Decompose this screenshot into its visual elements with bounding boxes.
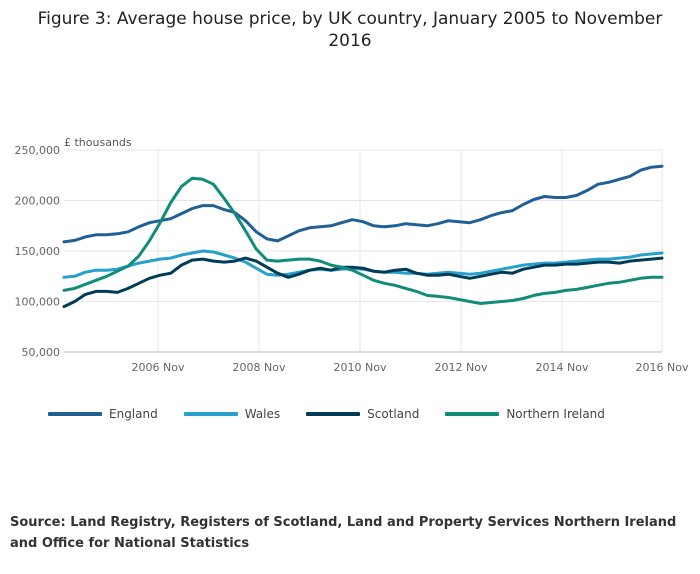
chart-legend: England Wales Scotland Northern Ireland (48, 407, 631, 421)
x-tick-label: 2016 Nov (636, 361, 689, 374)
x-tick-label: 2014 Nov (536, 361, 589, 374)
x-tick-label: 2008 Nov (233, 361, 286, 374)
legend-swatch (445, 412, 500, 416)
legend-label: Scotland (367, 407, 420, 421)
legend-swatch (48, 412, 102, 416)
series-line-scotland (62, 256, 664, 309)
y-tick-label: 100,000 (15, 296, 61, 309)
y-tick-label: 50,000 (22, 346, 61, 359)
series-line-england (62, 164, 664, 244)
legend-swatch (306, 412, 361, 416)
legend-label: Wales (244, 407, 281, 421)
x-tick-label: 2010 Nov (334, 361, 387, 374)
series-line-northern-ireland (62, 176, 664, 305)
y-axis-label: £ thousands (64, 136, 132, 149)
legend-label: Northern Ireland (506, 407, 605, 421)
source-note: Source: Land Registry, Registers of Scot… (10, 515, 677, 551)
legend-item-wales: Wales (183, 407, 281, 421)
legend-item-northern-ireland: Northern Ireland (445, 407, 605, 421)
legend-swatch (183, 412, 238, 416)
x-tick-label: 2006 Nov (132, 361, 185, 374)
line-chart: 50,000 100,000 150,000 200,000 250,000 2006 N… (15, 144, 689, 374)
chart-title: Figure 3: Average house price, by UK cou… (37, 9, 663, 51)
legend-item-scotland: Scotland (306, 407, 419, 421)
x-tick-label: 2012 Nov (435, 361, 488, 374)
y-tick-label: 150,000 (15, 245, 61, 258)
legend-label: England (109, 407, 158, 421)
y-tick-label: 250,000 (15, 144, 61, 157)
y-tick-label: 200,000 (15, 195, 61, 208)
legend-item-england: England (48, 407, 158, 421)
